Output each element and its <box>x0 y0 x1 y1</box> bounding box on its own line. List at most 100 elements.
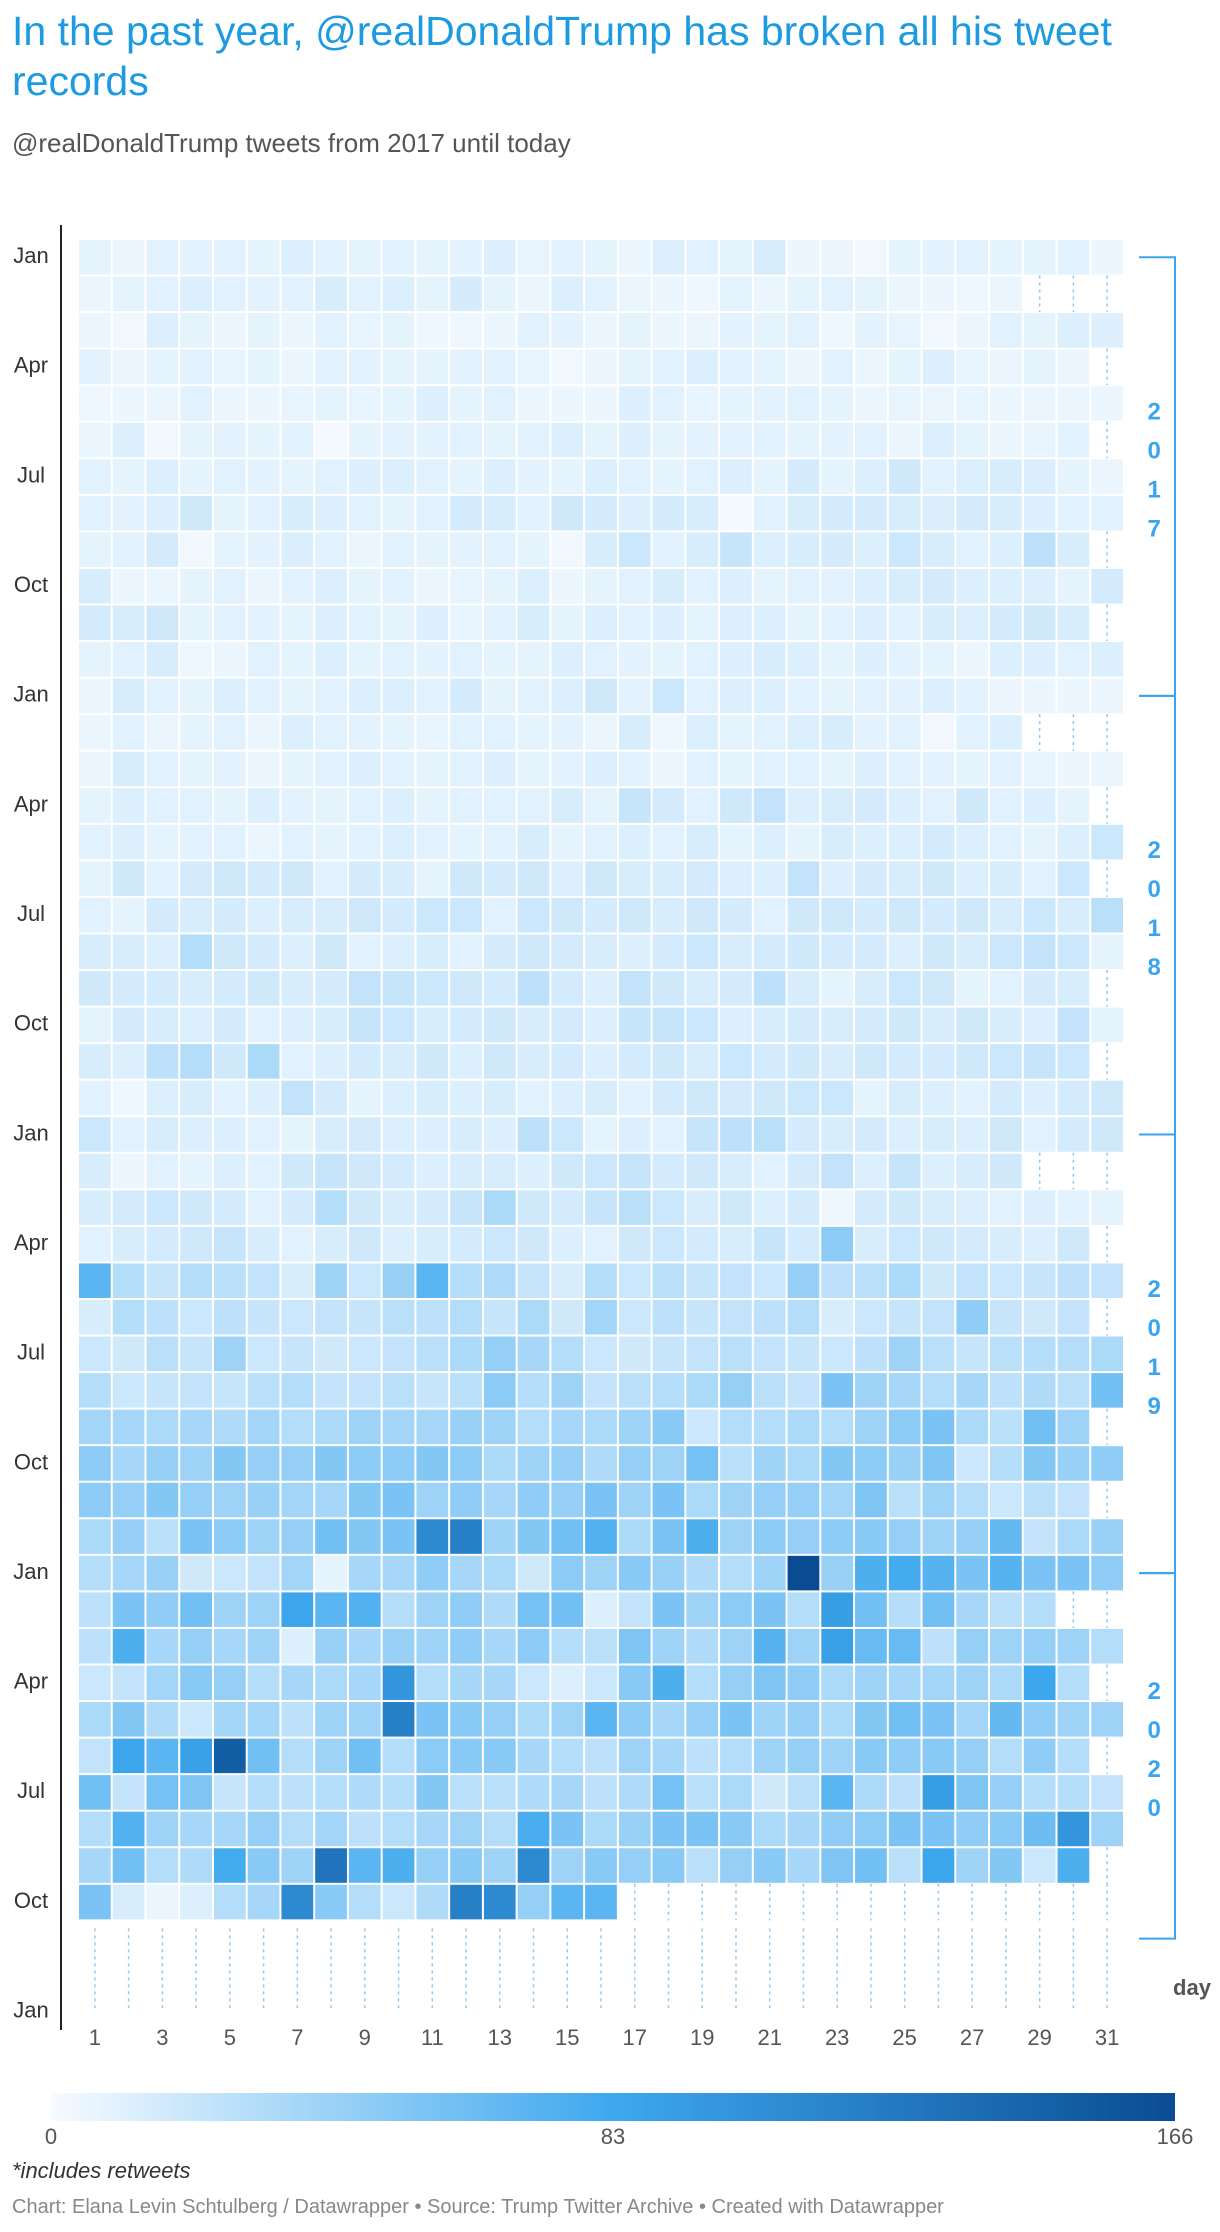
heat-cell <box>551 788 584 823</box>
heat-cell <box>821 678 854 714</box>
heat-cell <box>618 532 651 567</box>
heat-cell <box>1057 642 1090 677</box>
heat-cell <box>753 313 786 348</box>
heat-cell <box>922 313 955 348</box>
heat-cell <box>213 824 246 860</box>
heat-cell <box>585 861 617 896</box>
heat-cell <box>855 1080 887 1116</box>
heat-cell <box>720 1738 752 1774</box>
heat-cell <box>1023 1482 1056 1518</box>
heat-cell <box>990 715 1022 750</box>
heat-cell <box>517 1884 550 1920</box>
heat-cell <box>450 1702 482 1737</box>
heat-cell <box>146 1044 179 1079</box>
heat-cell <box>888 532 921 567</box>
heat-cell <box>720 1702 752 1737</box>
heat-cell <box>79 1080 111 1116</box>
heat-cell <box>483 1409 516 1445</box>
heat-cell <box>315 605 347 641</box>
heat-cell <box>922 1519 955 1554</box>
heat-cell <box>855 1775 887 1810</box>
heat-cell <box>348 971 381 1006</box>
heat-cell <box>382 605 415 641</box>
heat-cell <box>855 240 887 275</box>
heat-cell <box>753 568 786 604</box>
heat-cell <box>618 1555 651 1591</box>
heat-cell <box>348 422 381 458</box>
heat-cell <box>956 1482 989 1518</box>
heat-cell <box>79 678 111 714</box>
heat-cell <box>922 422 955 458</box>
heat-cell <box>787 1190 820 1225</box>
heat-cell <box>990 1665 1022 1701</box>
heat-cell <box>112 1373 145 1408</box>
heat-cell <box>888 861 921 896</box>
chart-subtitle: @realDonaldTrump tweets from 2017 until … <box>12 128 571 158</box>
heat-cell <box>213 642 246 677</box>
heat-cell <box>247 971 280 1006</box>
heat-cell <box>821 276 854 312</box>
heat-cell <box>990 788 1022 823</box>
heat-cell <box>450 824 482 860</box>
heat-cell <box>720 1519 752 1554</box>
heat-cell <box>483 1665 516 1701</box>
heat-cell <box>618 1044 651 1079</box>
heat-cell <box>888 1665 921 1701</box>
heat-cell <box>686 642 719 677</box>
heat-cell <box>517 1738 550 1774</box>
heat-cell <box>618 715 651 750</box>
heat-cell <box>315 1226 347 1262</box>
heat-cell <box>855 1482 887 1518</box>
heat-cell <box>348 1263 381 1298</box>
heat-cell <box>821 1153 854 1189</box>
heat-cell <box>585 642 617 677</box>
heat-cell <box>247 459 280 494</box>
heat-cell <box>348 1226 381 1262</box>
heat-cell <box>551 1409 584 1445</box>
heat-cell <box>1057 1519 1090 1554</box>
heat-cell <box>956 1190 989 1225</box>
heat-cell <box>382 1080 415 1116</box>
heat-cell <box>517 824 550 860</box>
heat-cell <box>1023 240 1056 275</box>
heat-cell <box>348 788 381 823</box>
heat-cell <box>79 532 111 567</box>
heat-cell <box>247 276 280 312</box>
heat-cell <box>112 1702 145 1737</box>
heat-cell <box>585 386 617 421</box>
heat-cell <box>1057 751 1090 787</box>
heat-cell <box>348 1592 381 1627</box>
heat-cell <box>787 971 820 1006</box>
heat-cell <box>551 861 584 896</box>
heat-cell <box>888 459 921 494</box>
heat-cell <box>213 240 246 275</box>
heat-cell <box>79 1738 111 1774</box>
heat-cell <box>753 1446 786 1481</box>
heat-cell <box>652 861 685 896</box>
heat-cell <box>416 605 449 641</box>
heat-cell <box>247 1080 280 1116</box>
heat-cell <box>787 642 820 677</box>
heat-cell <box>585 276 617 312</box>
heat-cell <box>450 751 482 787</box>
heat-cell <box>348 1190 381 1225</box>
heat-cell <box>990 1811 1022 1847</box>
heat-cell <box>213 1519 246 1554</box>
heat-cell <box>585 1336 617 1372</box>
heat-cell <box>720 861 752 896</box>
heat-cell <box>416 1811 449 1847</box>
heat-cell <box>517 861 550 896</box>
heat-cell <box>517 788 550 823</box>
heat-cell <box>146 1482 179 1518</box>
y-tick-label: Jul <box>17 901 45 926</box>
heat-cell <box>585 568 617 604</box>
heat-cell <box>315 276 347 312</box>
year-bracket <box>1139 1572 1176 1940</box>
heat-cell <box>787 240 820 275</box>
heat-cell <box>956 1775 989 1810</box>
heat-cell <box>247 1117 280 1152</box>
heat-cell <box>112 1482 145 1518</box>
heat-cell <box>416 1263 449 1298</box>
heat-cell <box>315 1153 347 1189</box>
heat-cell <box>787 1336 820 1372</box>
